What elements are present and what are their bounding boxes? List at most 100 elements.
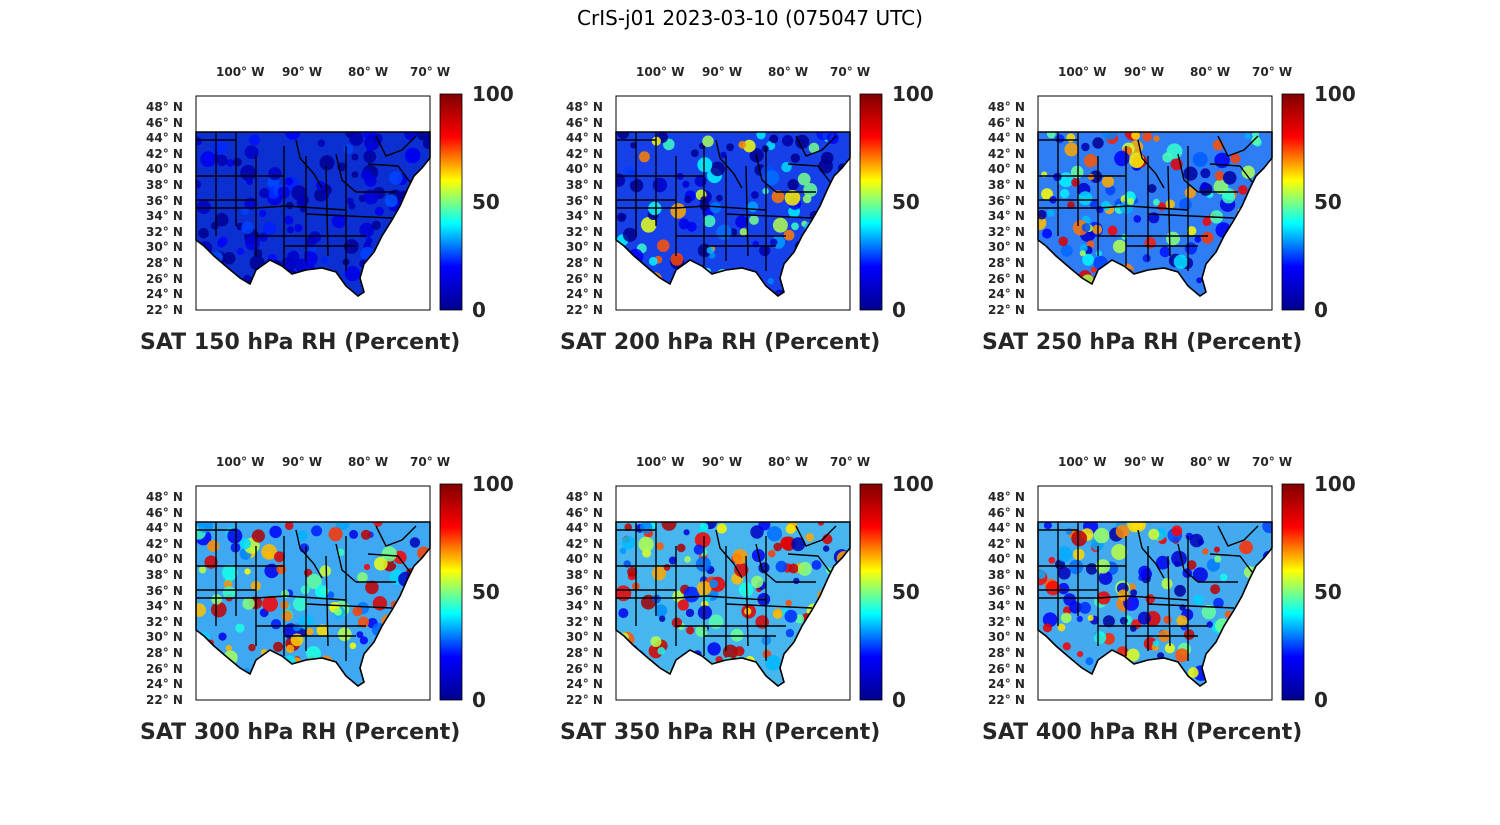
rh-observation (1070, 165, 1084, 179)
rh-observation (785, 524, 796, 534)
rh-observation (1078, 191, 1093, 206)
rh-observation (690, 149, 699, 158)
lat-tick-label: 28° N (146, 646, 183, 660)
rh-observation (686, 626, 695, 635)
lat-tick-label: 44° N (566, 521, 603, 536)
lat-tick-label: 42° N (146, 536, 183, 551)
rh-observation (351, 171, 359, 178)
rh-observation (240, 164, 257, 181)
rh-observation (638, 151, 650, 163)
rh-observation (694, 175, 707, 187)
rh-observation (1092, 224, 1103, 235)
lat-tick-label: 36° N (566, 583, 603, 598)
colorbar (1281, 483, 1305, 701)
rh-observation (1163, 615, 1172, 624)
rh-observation (802, 194, 812, 204)
state-border (1137, 139, 1165, 189)
rh-observation (1060, 188, 1070, 199)
rh-observation (735, 215, 748, 229)
rh-observation (751, 575, 764, 588)
state-border (335, 543, 357, 583)
rh-observation (1155, 555, 1170, 570)
map-panel-150hpa: 100° W 90° W 80° W 70° W 48° N 46° N 44° N 42° … (140, 60, 540, 360)
rh-observation (212, 139, 228, 155)
rh-observation (204, 153, 213, 163)
rh-observation (1046, 132, 1056, 139)
rh-observation (1161, 578, 1173, 590)
lat-tick-label: 30° N (988, 240, 1025, 255)
rh-observation (217, 238, 226, 248)
rh-observation (1194, 236, 1202, 243)
rh-observation (1186, 560, 1197, 570)
state-border (1217, 525, 1259, 547)
rh-observation (767, 277, 774, 285)
lon-tick-label: 80° W (1190, 65, 1231, 79)
rh-observation (765, 655, 781, 671)
rh-observation (244, 568, 251, 575)
lat-tick-label: 48° N (146, 490, 183, 504)
rh-observation (683, 586, 700, 603)
rh-observation (337, 627, 352, 642)
colorbar-max-label: 100 (1314, 82, 1356, 106)
rh-observation (422, 137, 430, 150)
rh-observation (1145, 594, 1155, 604)
rh-observation (1201, 231, 1214, 244)
rh-observation (694, 532, 711, 548)
rh-observation (1128, 152, 1145, 168)
rh-observation (227, 528, 243, 544)
rh-observation (1057, 582, 1070, 595)
lon-tick-label: 70° W (410, 65, 451, 79)
rh-observation (1262, 522, 1272, 534)
rh-observation (616, 585, 632, 602)
figure-title: CrIS-j01 2023-03-10 (075047 UTC) (577, 6, 923, 30)
rh-observation (1142, 132, 1153, 142)
rh-observation (616, 173, 626, 187)
colorbar-min-label: 0 (1314, 688, 1328, 712)
state-border (755, 153, 777, 193)
colorbar (439, 93, 463, 311)
rh-observation (215, 212, 229, 227)
rh-observation (706, 246, 714, 254)
rh-observation (348, 202, 356, 210)
lat-tick-label: 40° N (146, 162, 183, 177)
rh-observation (357, 572, 368, 583)
rh-observation (1200, 168, 1211, 179)
rh-observation (661, 522, 677, 531)
rh-observation (1105, 185, 1116, 196)
rh-observation (1098, 571, 1113, 585)
lat-tick-label: 28° N (988, 256, 1025, 270)
lat-tick-label: 26° N (146, 271, 183, 286)
colorbar-max-label: 100 (1314, 472, 1356, 496)
rh-observation (1171, 525, 1183, 537)
rh-observation (652, 177, 668, 193)
rh-observation (640, 217, 657, 233)
lon-tick-label: 80° W (348, 65, 389, 79)
rh-observation (331, 214, 346, 229)
colorbar-min-label: 0 (892, 298, 906, 322)
rh-observation (803, 183, 818, 197)
rh-observation (672, 590, 684, 602)
colorbar-max-label: 100 (472, 472, 514, 496)
colorbar-mid-label: 50 (472, 580, 500, 604)
coastline (615, 131, 851, 297)
rh-observation (1183, 629, 1195, 640)
rh-observation (618, 608, 629, 619)
rh-observation (216, 154, 228, 166)
map-panel-250hpa: 100° W 90° W 80° W 70° W 48° N 46° N 44° N 42° … (982, 60, 1382, 360)
state-border (1038, 595, 1189, 601)
rh-observation (196, 180, 202, 189)
rh-observation (772, 608, 783, 619)
state-border (745, 555, 749, 647)
rh-observation (659, 615, 666, 622)
lat-tick-label: 30° N (566, 240, 603, 255)
rh-observation (751, 191, 759, 199)
rh-observation (747, 201, 759, 213)
rh-observation (1222, 171, 1237, 185)
lon-tick-label: 90° W (282, 65, 323, 79)
lat-tick-label: 34° N (566, 599, 603, 614)
rh-observation (1213, 546, 1220, 553)
rh-observation (365, 580, 379, 595)
rh-observation (734, 646, 745, 657)
rh-observation (655, 542, 664, 551)
rh-observation (716, 523, 727, 534)
